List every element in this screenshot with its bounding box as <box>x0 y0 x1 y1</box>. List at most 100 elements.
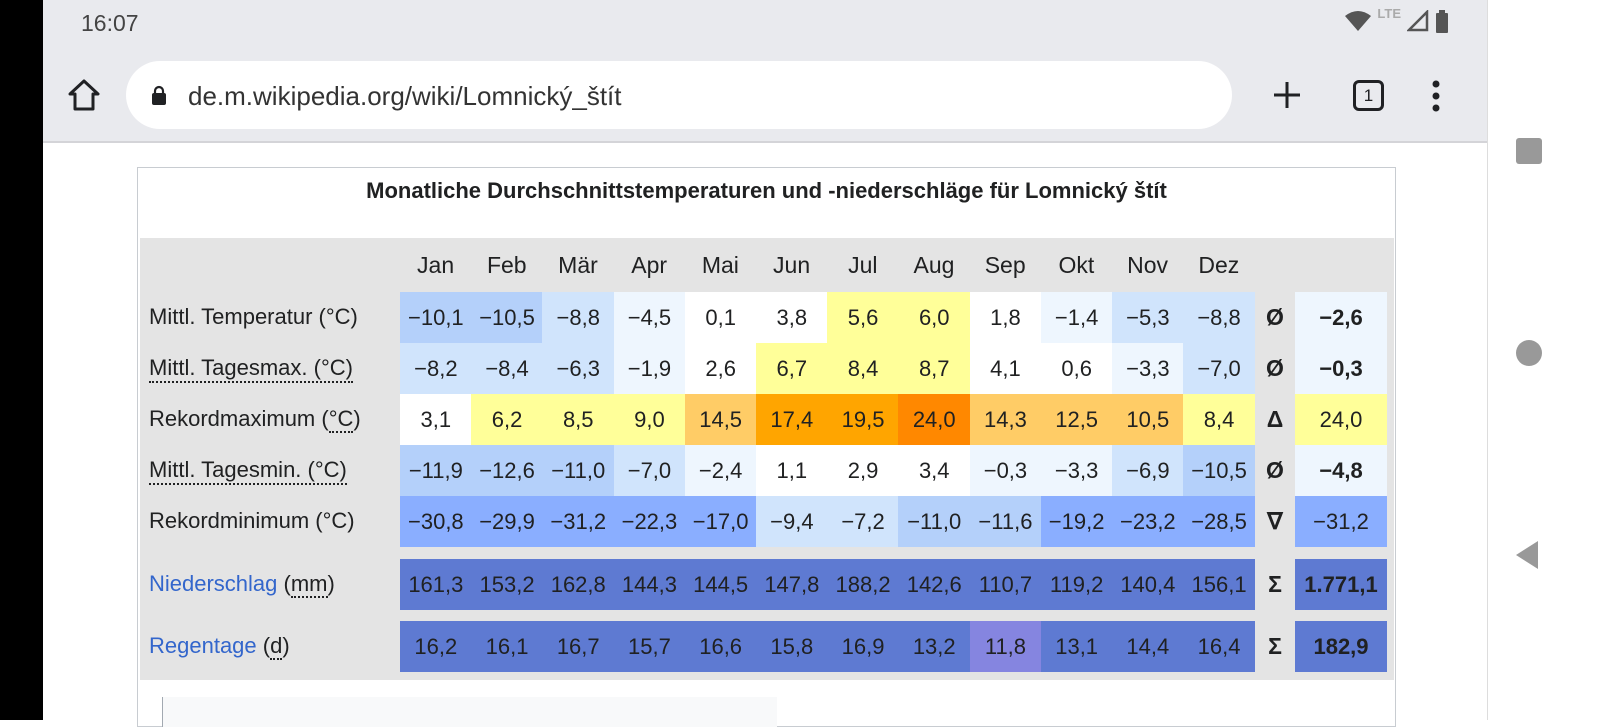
value-cell: −8,8 <box>1183 292 1255 343</box>
value-cell: 10,5 <box>1112 394 1184 445</box>
value-cell: −3,3 <box>1112 343 1184 394</box>
row-label: Rekordminimum (°C) <box>149 508 355 533</box>
value-cell: 16,2 <box>400 621 472 672</box>
value-cell: 8,5 <box>542 394 615 445</box>
value-cell: 162,8 <box>542 559 615 610</box>
value-cell: −8,4 <box>471 343 543 394</box>
summary-symbol: Σ <box>1268 571 1282 597</box>
value-cell: 142,6 <box>898 559 971 610</box>
summary-value: −0,3 <box>1295 343 1387 394</box>
page-content: Monatliche Durchschnittstemperaturen und… <box>43 145 1487 727</box>
home-nav-button[interactable] <box>1516 340 1542 366</box>
value-cell: 144,3 <box>613 559 686 610</box>
value-cell: −28,5 <box>1183 496 1255 547</box>
row-label: Rekordmaximum (°C) <box>149 406 361 433</box>
unit-abbr[interactable]: d <box>270 633 283 660</box>
network-type: LTE <box>1377 6 1401 21</box>
value-cell: −1,9 <box>613 343 686 394</box>
value-cell: 8,4 <box>827 343 899 394</box>
month-header: Jul <box>848 252 878 278</box>
value-cell: 14,4 <box>1112 621 1184 672</box>
climate-table: Monatliche Durchschnittstemperaturen und… <box>137 167 1396 727</box>
month-header: Mai <box>701 252 739 278</box>
table-row: Mittl. Tagesmax. (°C) −8,2 −8,4 −6,3 −1,9 2,6… <box>140 343 1394 394</box>
summary-symbol: Δ <box>1266 406 1284 432</box>
month-header: Jun <box>773 252 811 278</box>
summary-value: −2,6 <box>1295 292 1387 343</box>
value-cell: 9,0 <box>613 394 686 445</box>
row-label-link[interactable]: Regentage <box>149 633 257 658</box>
wifi-icon <box>1345 11 1372 31</box>
new-tab-plus-icon[interactable] <box>1271 79 1303 111</box>
table-title: Monatliche Durchschnittstemperaturen und… <box>366 178 1167 203</box>
month-header: Nov <box>1127 252 1169 278</box>
value-cell: −8,2 <box>400 343 472 394</box>
value-cell: 19,5 <box>827 394 899 445</box>
summary-value: −4,8 <box>1295 445 1387 496</box>
row-label: Niederschlag (mm) <box>149 571 335 598</box>
browser-toolbar: 16:07 LTE de.m.wikipedia.org/wiki/Lomnic… <box>43 0 1487 143</box>
value-cell: 24,0 <box>898 394 971 445</box>
tab-switcher-button[interactable]: 1 <box>1353 80 1384 111</box>
value-cell: 110,7 <box>969 559 1042 610</box>
table-row: Mittl. Temperatur (°C) −10,1 −10,5 −8,8 −4,5… <box>140 292 1394 343</box>
value-cell: 147,8 <box>756 559 828 610</box>
value-cell: −4,5 <box>613 292 686 343</box>
value-cell: −19,2 <box>1040 496 1113 547</box>
value-cell: 144,5 <box>684 559 757 610</box>
value-cell: 13,1 <box>1040 621 1113 672</box>
value-cell: −3,3 <box>1040 445 1113 496</box>
table-row: Rekordmaximum (°C) 3,1 6,2 8,5 9,0 14,5 17,4 19… <box>140 394 1394 445</box>
value-cell: 16,7 <box>542 621 615 672</box>
value-cell: 16,1 <box>471 621 543 672</box>
recents-button[interactable] <box>1516 138 1542 164</box>
unit-abbr[interactable]: mm <box>290 571 328 598</box>
value-cell: −7,0 <box>613 445 686 496</box>
value-cell: 5,6 <box>827 292 899 343</box>
value-cell: −8,8 <box>542 292 615 343</box>
value-cell: −2,4 <box>684 445 757 496</box>
row-label-text: Rekordmaximum ( <box>149 406 329 431</box>
value-cell: −7,0 <box>1183 343 1255 394</box>
value-cell: 6,2 <box>471 394 543 445</box>
next-section-box <box>162 697 777 727</box>
value-cell: 6,7 <box>756 343 828 394</box>
unit-abbr[interactable]: °C <box>328 406 354 433</box>
value-cell: −11,6 <box>969 496 1042 547</box>
value-cell: −12,6 <box>471 445 543 496</box>
row-label[interactable]: Mittl. Tagesmin. (°C) <box>149 457 347 485</box>
status-icons: LTE <box>1345 6 1449 34</box>
value-cell: 8,7 <box>898 343 971 394</box>
url-bar[interactable]: de.m.wikipedia.org/wiki/Lomnický_štít <box>126 61 1232 129</box>
table-row: Regentage (d) 16,2 16,1 16,7 15,7 16,6 15,8 16,… <box>140 621 1394 672</box>
month-header: Apr <box>631 252 668 278</box>
lock-icon <box>152 85 166 105</box>
value-cell: 2,6 <box>684 343 757 394</box>
row-label-link[interactable]: Niederschlag <box>149 571 278 596</box>
value-cell: −31,2 <box>542 496 615 547</box>
status-time: 16:07 <box>81 10 139 36</box>
value-cell: −7,2 <box>827 496 899 547</box>
value-cell: 1,8 <box>969 292 1042 343</box>
value-cell: 17,4 <box>756 394 828 445</box>
month-header: Jan <box>417 252 455 278</box>
month-header: Dez <box>1198 252 1240 278</box>
table-row: Niederschlag (mm) 161,3 153,2 162,8 144,3 144… <box>140 559 1394 610</box>
back-nav-button[interactable] <box>1514 540 1540 570</box>
value-cell: −9,4 <box>756 496 828 547</box>
value-cell: 15,8 <box>756 621 828 672</box>
home-icon[interactable] <box>67 78 101 112</box>
row-label[interactable]: Mittl. Tagesmax. (°C) <box>149 355 353 383</box>
value-cell: 153,2 <box>471 559 543 610</box>
row-label: Regentage (d) <box>149 633 290 660</box>
summary-symbol: Ø <box>1266 355 1284 381</box>
value-cell: 3,8 <box>756 292 828 343</box>
more-menu-icon[interactable] <box>1429 80 1443 112</box>
value-cell: 0,1 <box>684 292 757 343</box>
value-cell: −22,3 <box>613 496 686 547</box>
value-cell: 2,9 <box>827 445 899 496</box>
url-text: de.m.wikipedia.org/wiki/Lomnický_štít <box>188 81 622 111</box>
value-cell: −6,9 <box>1112 445 1184 496</box>
summary-value: −31,2 <box>1295 496 1387 547</box>
android-nav-bar <box>1487 0 1600 720</box>
